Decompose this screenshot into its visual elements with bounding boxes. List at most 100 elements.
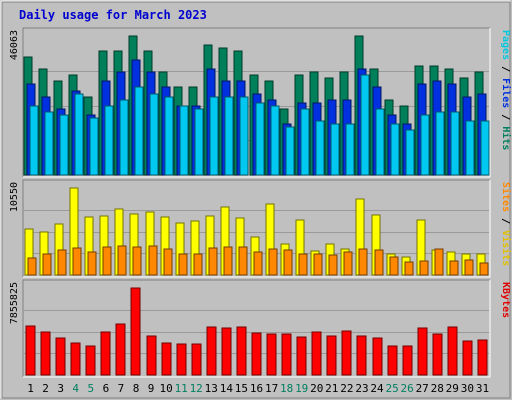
bar-kbytes-17 bbox=[266, 333, 277, 376]
bar-kbytes-30 bbox=[462, 340, 473, 376]
panel-hits: 46063 Pages / Files / Hits bbox=[9, 27, 512, 178]
bar-pages-28 bbox=[435, 111, 445, 176]
plot-border-dark-kbytes bbox=[22, 279, 490, 377]
bar-sites-8 bbox=[132, 246, 142, 276]
x-tick-label: 7 bbox=[118, 382, 125, 395]
bar-sites-23 bbox=[358, 248, 368, 276]
bar-pages-31 bbox=[480, 120, 490, 176]
bar-kbytes-26 bbox=[402, 345, 413, 376]
bar-pages-8 bbox=[134, 86, 144, 176]
bar-pages-15 bbox=[239, 96, 249, 176]
bar-pages-18 bbox=[285, 126, 295, 176]
x-tick-label: 2 bbox=[42, 382, 49, 395]
bar-kbytes-29 bbox=[447, 326, 458, 376]
axis-label-part: KBytes bbox=[500, 282, 511, 318]
chart-title: Daily usage for March 2023 bbox=[19, 8, 207, 22]
panel-kbytes: 7855825 KBytes bbox=[9, 279, 511, 378]
x-tick-label: 30 bbox=[461, 382, 474, 395]
bar-kbytes-14 bbox=[221, 327, 232, 376]
bar-pages-17 bbox=[270, 105, 280, 176]
bar-sites-28 bbox=[434, 248, 444, 276]
plot-border-light-hits bbox=[23, 28, 491, 178]
series-kbytes bbox=[25, 287, 488, 376]
bar-sites-14 bbox=[223, 246, 233, 276]
chart-panels: 46063 Pages / Files / Hits 10550 Sites / Vi… bbox=[9, 27, 512, 378]
bar-sites-10 bbox=[163, 248, 173, 276]
plot-border-dark-visits bbox=[22, 179, 490, 277]
bar-kbytes-27 bbox=[417, 327, 428, 376]
bar-sites-3 bbox=[57, 249, 67, 276]
bar-sites-19 bbox=[298, 253, 308, 276]
bar-sites-6 bbox=[102, 246, 112, 276]
bar-kbytes-10 bbox=[161, 342, 172, 376]
bar-pages-14 bbox=[224, 96, 234, 176]
bar-kbytes-7 bbox=[115, 323, 126, 376]
bar-pages-20 bbox=[315, 120, 325, 176]
bar-sites-11 bbox=[178, 253, 188, 276]
bar-pages-26 bbox=[405, 129, 415, 176]
axis-label-part: Hits bbox=[500, 126, 512, 150]
max-label-kbytes: 7855825 bbox=[9, 282, 20, 324]
panel-visits: 10550 Sites / Visits bbox=[9, 179, 512, 278]
bar-sites-18 bbox=[283, 249, 293, 276]
max-label-hits: 46063 bbox=[9, 30, 20, 60]
axis-label-part: / bbox=[500, 108, 511, 126]
bar-kbytes-5 bbox=[85, 345, 96, 376]
bar-sites-24 bbox=[374, 249, 384, 276]
x-tick-label: 23 bbox=[355, 382, 368, 395]
bar-sites-26 bbox=[404, 261, 414, 276]
x-tick-label: 6 bbox=[103, 382, 110, 395]
axis-label-part: Sites bbox=[500, 182, 512, 212]
bar-sites-27 bbox=[419, 260, 429, 276]
bar-kbytes-21 bbox=[326, 335, 337, 376]
bar-kbytes-24 bbox=[372, 337, 383, 376]
bar-pages-13 bbox=[209, 96, 219, 176]
bar-pages-3 bbox=[59, 114, 69, 176]
bar-kbytes-18 bbox=[281, 333, 292, 376]
series-pages bbox=[29, 74, 490, 176]
bar-sites-15 bbox=[238, 246, 248, 276]
bar-kbytes-4 bbox=[70, 342, 81, 376]
x-tick-label: 25 bbox=[385, 382, 398, 395]
x-tick-label: 10 bbox=[159, 382, 172, 395]
bar-sites-16 bbox=[253, 251, 263, 276]
bar-pages-7 bbox=[119, 99, 129, 176]
x-tick-label: 3 bbox=[57, 382, 64, 395]
bar-sites-31 bbox=[479, 262, 489, 276]
bar-pages-11 bbox=[179, 105, 189, 176]
bar-kbytes-12 bbox=[191, 343, 202, 376]
bar-kbytes-16 bbox=[251, 332, 262, 376]
axis-label-visits: Sites / Visits bbox=[500, 182, 512, 266]
bar-pages-5 bbox=[89, 117, 99, 176]
series-sites bbox=[27, 245, 489, 276]
x-tick-label: 31 bbox=[476, 382, 489, 395]
bar-pages-27 bbox=[420, 114, 430, 176]
bar-sites-4 bbox=[72, 247, 82, 276]
bar-kbytes-2 bbox=[40, 331, 51, 376]
bar-pages-16 bbox=[255, 102, 265, 176]
x-tick-label: 13 bbox=[205, 382, 218, 395]
x-axis-labels: 1 2 3 4 5 6 7 8 9 10 11 12 13 14 15 16 17 18 19 20 21 22 23 24 2… bbox=[27, 382, 489, 395]
x-tick-label: 12 bbox=[190, 382, 203, 395]
x-tick-label: 19 bbox=[295, 382, 308, 395]
bar-sites-17 bbox=[268, 248, 278, 276]
bar-kbytes-28 bbox=[432, 333, 443, 376]
x-tick-label: 15 bbox=[235, 382, 248, 395]
bar-pages-10 bbox=[164, 96, 174, 176]
bar-kbytes-8 bbox=[130, 287, 141, 376]
bar-kbytes-6 bbox=[100, 331, 111, 376]
x-tick-label: 9 bbox=[148, 382, 155, 395]
axis-label-hits: Pages / Files / Hits bbox=[500, 30, 512, 150]
bar-pages-24 bbox=[375, 108, 385, 176]
bar-sites-21 bbox=[328, 254, 338, 276]
x-tick-label: 4 bbox=[72, 382, 79, 395]
x-tick-label: 5 bbox=[87, 382, 94, 395]
bar-pages-30 bbox=[465, 120, 475, 176]
x-tick-label: 21 bbox=[325, 382, 338, 395]
bar-kbytes-22 bbox=[341, 330, 352, 376]
x-tick-label: 17 bbox=[265, 382, 278, 395]
bar-kbytes-31 bbox=[477, 339, 488, 376]
bar-sites-29 bbox=[449, 260, 459, 276]
